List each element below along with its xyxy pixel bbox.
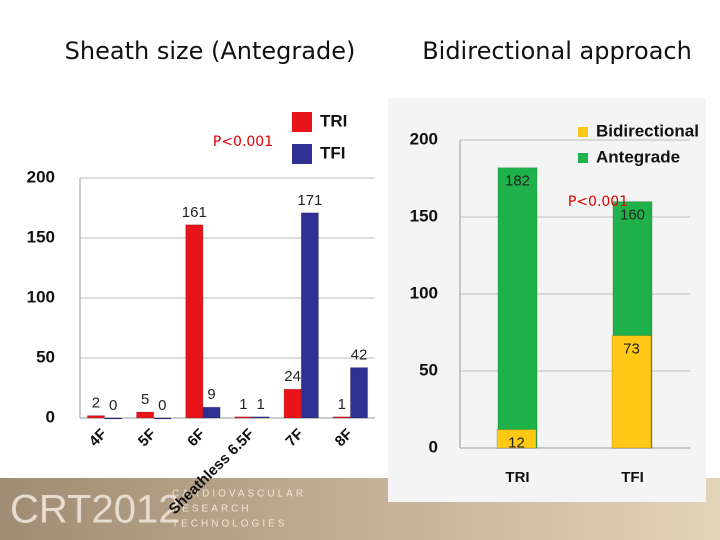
value-label: 24 [284,368,301,385]
footer-line: RESEARCH [172,504,252,515]
x-tick-label: 8F [332,426,356,450]
y-tick-label: 150 [27,227,55,246]
value-label: 171 [297,192,322,209]
x-tick-label: TRI [505,469,529,486]
legend-label: Antegrade [596,147,680,166]
value-label: 1 [257,396,265,413]
value-label: 0 [109,397,117,414]
y-tick-label: 50 [419,360,438,379]
bar [104,417,123,420]
value-label: 1 [239,396,247,413]
bar [497,167,538,449]
annotation: P<0.001 [568,194,628,210]
legend-swatch [578,127,588,137]
legend-swatch [292,144,312,164]
footer-line: TECHNOLOGIES [172,519,287,530]
bar [136,411,155,419]
value-label: 160 [620,207,645,224]
legend-swatch [292,112,312,132]
value-label: 1 [338,396,346,413]
y-tick-label: 100 [27,287,55,306]
x-tick-label: 5F [135,426,159,450]
y-tick-label: 200 [27,167,55,186]
bar [283,388,302,419]
value-label: 42 [351,347,368,364]
value-label: 9 [207,386,215,403]
value-label: 2 [92,395,100,412]
y-tick-label: 0 [46,407,55,426]
value-label: 12 [508,434,525,451]
x-tick-label: 7F [282,426,306,450]
bar [185,224,204,419]
y-tick-label: 200 [410,129,438,148]
bar [234,416,253,419]
x-tick-label: 6F [184,426,208,450]
bar [349,367,369,419]
bar [202,406,221,419]
bar [251,416,270,419]
bar [86,415,106,419]
legend-label: Bidirectional [596,121,699,140]
x-tick-label: TFI [621,469,644,486]
annotation: P<0.001 [213,134,273,150]
bar [496,429,537,449]
bar [611,335,652,449]
y-tick-label: 100 [410,283,438,302]
x-tick-label: 4F [86,426,110,450]
right-panel-bg [388,98,706,502]
value-label: 161 [182,204,207,221]
value-label: 182 [505,173,530,190]
y-tick-label: 150 [410,206,438,225]
chart-title: Bidirectional approach [422,37,692,65]
bar [153,417,172,420]
y-tick-label: 50 [36,347,55,366]
legend-label: TFI [320,143,346,162]
value-label: 5 [141,391,149,408]
bar [300,212,319,419]
value-label: 73 [623,341,640,358]
legend-swatch [578,153,588,163]
footer-line: CARDIOVASCULAR [172,489,306,500]
footer-logo: CRT2012 [10,488,180,532]
bar [332,416,351,419]
value-label: 0 [158,397,166,414]
chart-title: Sheath size (Antegrade) [65,37,356,65]
legend-label: TRI [320,111,347,130]
y-tick-label: 0 [429,437,438,456]
